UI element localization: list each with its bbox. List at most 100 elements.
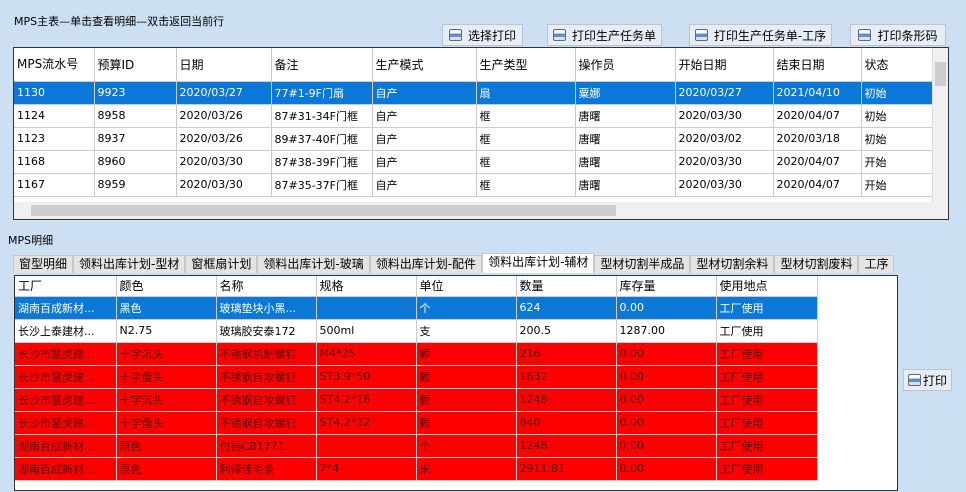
column-header[interactable]: 生产模式 — [372, 48, 477, 82]
table-row[interactable]: 1168 8960 2020/03/30 87#38-39F门框 自产框唐曙 2020/0… — [14, 150, 947, 174]
tab[interactable]: 窗框扇计划 — [185, 255, 258, 273]
detail-grid[interactable]: 工厂 颜色 名称 规格 单位 数量 库存量 使用地点 湖南百成新材... 黑色 玻璃垫块小黑... 个… — [14, 275, 898, 491]
column-header[interactable]: 预算ID — [94, 48, 177, 82]
master-grid[interactable]: MPS流水号 预算ID 日期 备注 生产模式 生产类型 操作员 开始日期 结束日期 状态 1130 9… — [13, 47, 949, 220]
column-header[interactable]: 数量 — [516, 276, 617, 297]
column-header[interactable]: 备注 — [271, 48, 373, 82]
cell: 框 — [476, 173, 576, 197]
table-row[interactable]: 湖南百成新材... 原色 付档CB1771 个 1248 0.00 工厂使用 — [15, 434, 818, 458]
cell: 框 — [476, 150, 576, 174]
cell: 1287.00 — [616, 319, 717, 343]
cell: 工厂使用 — [716, 365, 818, 389]
column-header[interactable]: 开始日期 — [675, 48, 774, 82]
select-print-button[interactable]: 选择打印 — [442, 24, 523, 46]
tab[interactable]: 领料出库计划-配件 — [369, 255, 483, 273]
cell: 利得佳毛条 — [216, 457, 317, 481]
cell: 十字盘头 — [116, 411, 217, 435]
cell: 粟娜 — [575, 81, 676, 105]
print-task-process-button[interactable]: 打印生产任务单-工序 — [689, 24, 832, 46]
cell: 初始 — [861, 81, 947, 105]
cell: 0.00 — [616, 388, 717, 412]
cell: 840 — [516, 411, 617, 435]
cell: 工厂使用 — [716, 296, 818, 320]
column-header[interactable]: 日期 — [176, 48, 272, 82]
cell: 不锈钢自攻螺钉 — [216, 388, 317, 412]
cell: 2020/03/30 — [675, 173, 774, 197]
cell: 0.00 — [616, 411, 717, 435]
column-header[interactable]: 规格 — [316, 276, 417, 297]
column-header[interactable]: 工厂 — [15, 276, 117, 297]
cell: 工厂使用 — [716, 434, 818, 458]
cell: 8959 — [94, 173, 177, 197]
table-row[interactable]: 长沙市慧虎建... 十字沉头 不锈钢自攻螺钉 ST4.2*16 颗 1248 0.00 工厂使… — [15, 388, 818, 412]
table-row[interactable]: 1167 8959 2020/03/30 87#35-37F门框 自产框唐曙 2020/0… — [14, 173, 947, 197]
cell: 长沙上泰建材... — [15, 319, 117, 343]
cell: 7*4 — [316, 457, 417, 481]
tab[interactable]: 领料出库计划-辅材 — [482, 253, 595, 273]
cell: 自产 — [372, 150, 477, 174]
cell: 1248 — [516, 388, 617, 412]
column-header[interactable]: 使用地点 — [716, 276, 818, 297]
vertical-scrollbar[interactable] — [932, 48, 948, 202]
table-row[interactable]: 长沙市慧虎建... 十字沉头 不锈钢机制螺钉 M4*25 颗 216 0.00 工厂使用 — [15, 342, 818, 366]
column-header[interactable]: 颜色 — [116, 276, 217, 297]
cell: 米 — [416, 457, 517, 481]
cell: 2020/03/30 — [675, 104, 774, 128]
cell: 工厂使用 — [716, 319, 818, 343]
cell: ST3.9*50 — [316, 365, 417, 389]
cell: 2021/04/10 — [773, 81, 862, 105]
tab[interactable]: 工序 — [858, 255, 895, 273]
cell: 不锈钢自攻螺钉 — [216, 411, 317, 435]
cell: 付档CB1771 — [216, 434, 317, 458]
cell: ST4.2*16 — [316, 388, 417, 412]
cell: N2.75 — [116, 319, 217, 343]
button-label: 打印条形码 — [877, 28, 938, 43]
cell: 不锈钢自攻螺钉 — [216, 365, 317, 389]
cell: 2020/03/30 — [675, 150, 774, 174]
table-row[interactable]: 1124 8958 2020/03/26 87#31-34F门框 自产框唐曙 2020/0… — [14, 104, 947, 128]
tab[interactable]: 型材切割废料 — [774, 255, 859, 273]
column-header[interactable]: 结束日期 — [773, 48, 862, 82]
tab[interactable]: 窗型明细 — [13, 255, 74, 273]
tab[interactable]: 型材切割半成品 — [594, 255, 691, 273]
printer-icon — [694, 29, 708, 41]
table-row[interactable]: 长沙上泰建材... N2.75 玻璃胶安泰172 500ml 支 200.5 1287.00… — [15, 319, 818, 343]
print-barcode-button[interactable]: 打印条形码 — [850, 24, 946, 46]
table-row[interactable]: 1123 8937 2020/03/26 89#37-40F门框 自产框唐曙 2020/0… — [14, 127, 947, 151]
tab[interactable]: 型材切割余料 — [690, 255, 775, 273]
cell: 87#35-37F门框 — [271, 173, 373, 197]
horizontal-scrollbar[interactable] — [14, 202, 948, 219]
column-header[interactable]: MPS流水号 — [14, 48, 95, 82]
print-task-button[interactable]: 打印生产任务单 — [547, 24, 662, 46]
table-row[interactable]: 长沙市慧虎建... 十字盘头 不锈钢自攻螺钉 ST4.2*32 颗 840 0.00 工厂使用 — [15, 411, 818, 435]
tab[interactable]: 领料出库计划-型材 — [73, 255, 186, 273]
tab[interactable]: 领料出库计划-玻璃 — [257, 255, 370, 273]
column-header[interactable]: 库存量 — [616, 276, 717, 297]
table-row[interactable]: 1130 9923 2020/03/27 77#1-9F门扇 自产扇粟娜 2020/03/… — [14, 81, 947, 105]
table-row[interactable]: 湖南百成新材... 原色 利得佳毛条 7*4 米 2911.81 0.00 工厂使用 — [15, 457, 818, 481]
cell: 2020/03/26 — [176, 127, 272, 151]
print-button[interactable]: 打印 — [903, 369, 952, 391]
scroll-thumb[interactable] — [935, 62, 946, 86]
cell: 0.00 — [616, 457, 717, 481]
cell — [316, 434, 417, 458]
column-header[interactable]: 生产类型 — [476, 48, 576, 82]
column-header[interactable]: 名称 — [216, 276, 317, 297]
cell: 湖南百成新材... — [15, 457, 117, 481]
column-header[interactable]: 单位 — [416, 276, 517, 297]
scroll-thumb[interactable] — [31, 205, 616, 216]
cell: 颗 — [416, 365, 517, 389]
cell: 框 — [476, 104, 576, 128]
cell: 0.00 — [616, 434, 717, 458]
cell: 8937 — [94, 127, 177, 151]
cell: 9923 — [94, 81, 177, 105]
button-label: 选择打印 — [467, 28, 516, 43]
cell: 624 — [516, 296, 617, 320]
printer-icon — [552, 29, 566, 41]
column-header[interactable]: 操作员 — [575, 48, 676, 82]
cell: 唐曙 — [575, 104, 676, 128]
table-row[interactable]: 长沙市慧虎建... 十字盘头 不锈钢自攻螺钉 ST3.9*50 颗 1632 0.00 工厂使… — [15, 365, 818, 389]
printer-icon — [448, 29, 462, 41]
cell: 2020/03/26 — [176, 104, 272, 128]
table-row[interactable]: 湖南百成新材... 黑色 玻璃垫块小黑... 个 624 0.00 工厂使用 — [15, 296, 818, 320]
